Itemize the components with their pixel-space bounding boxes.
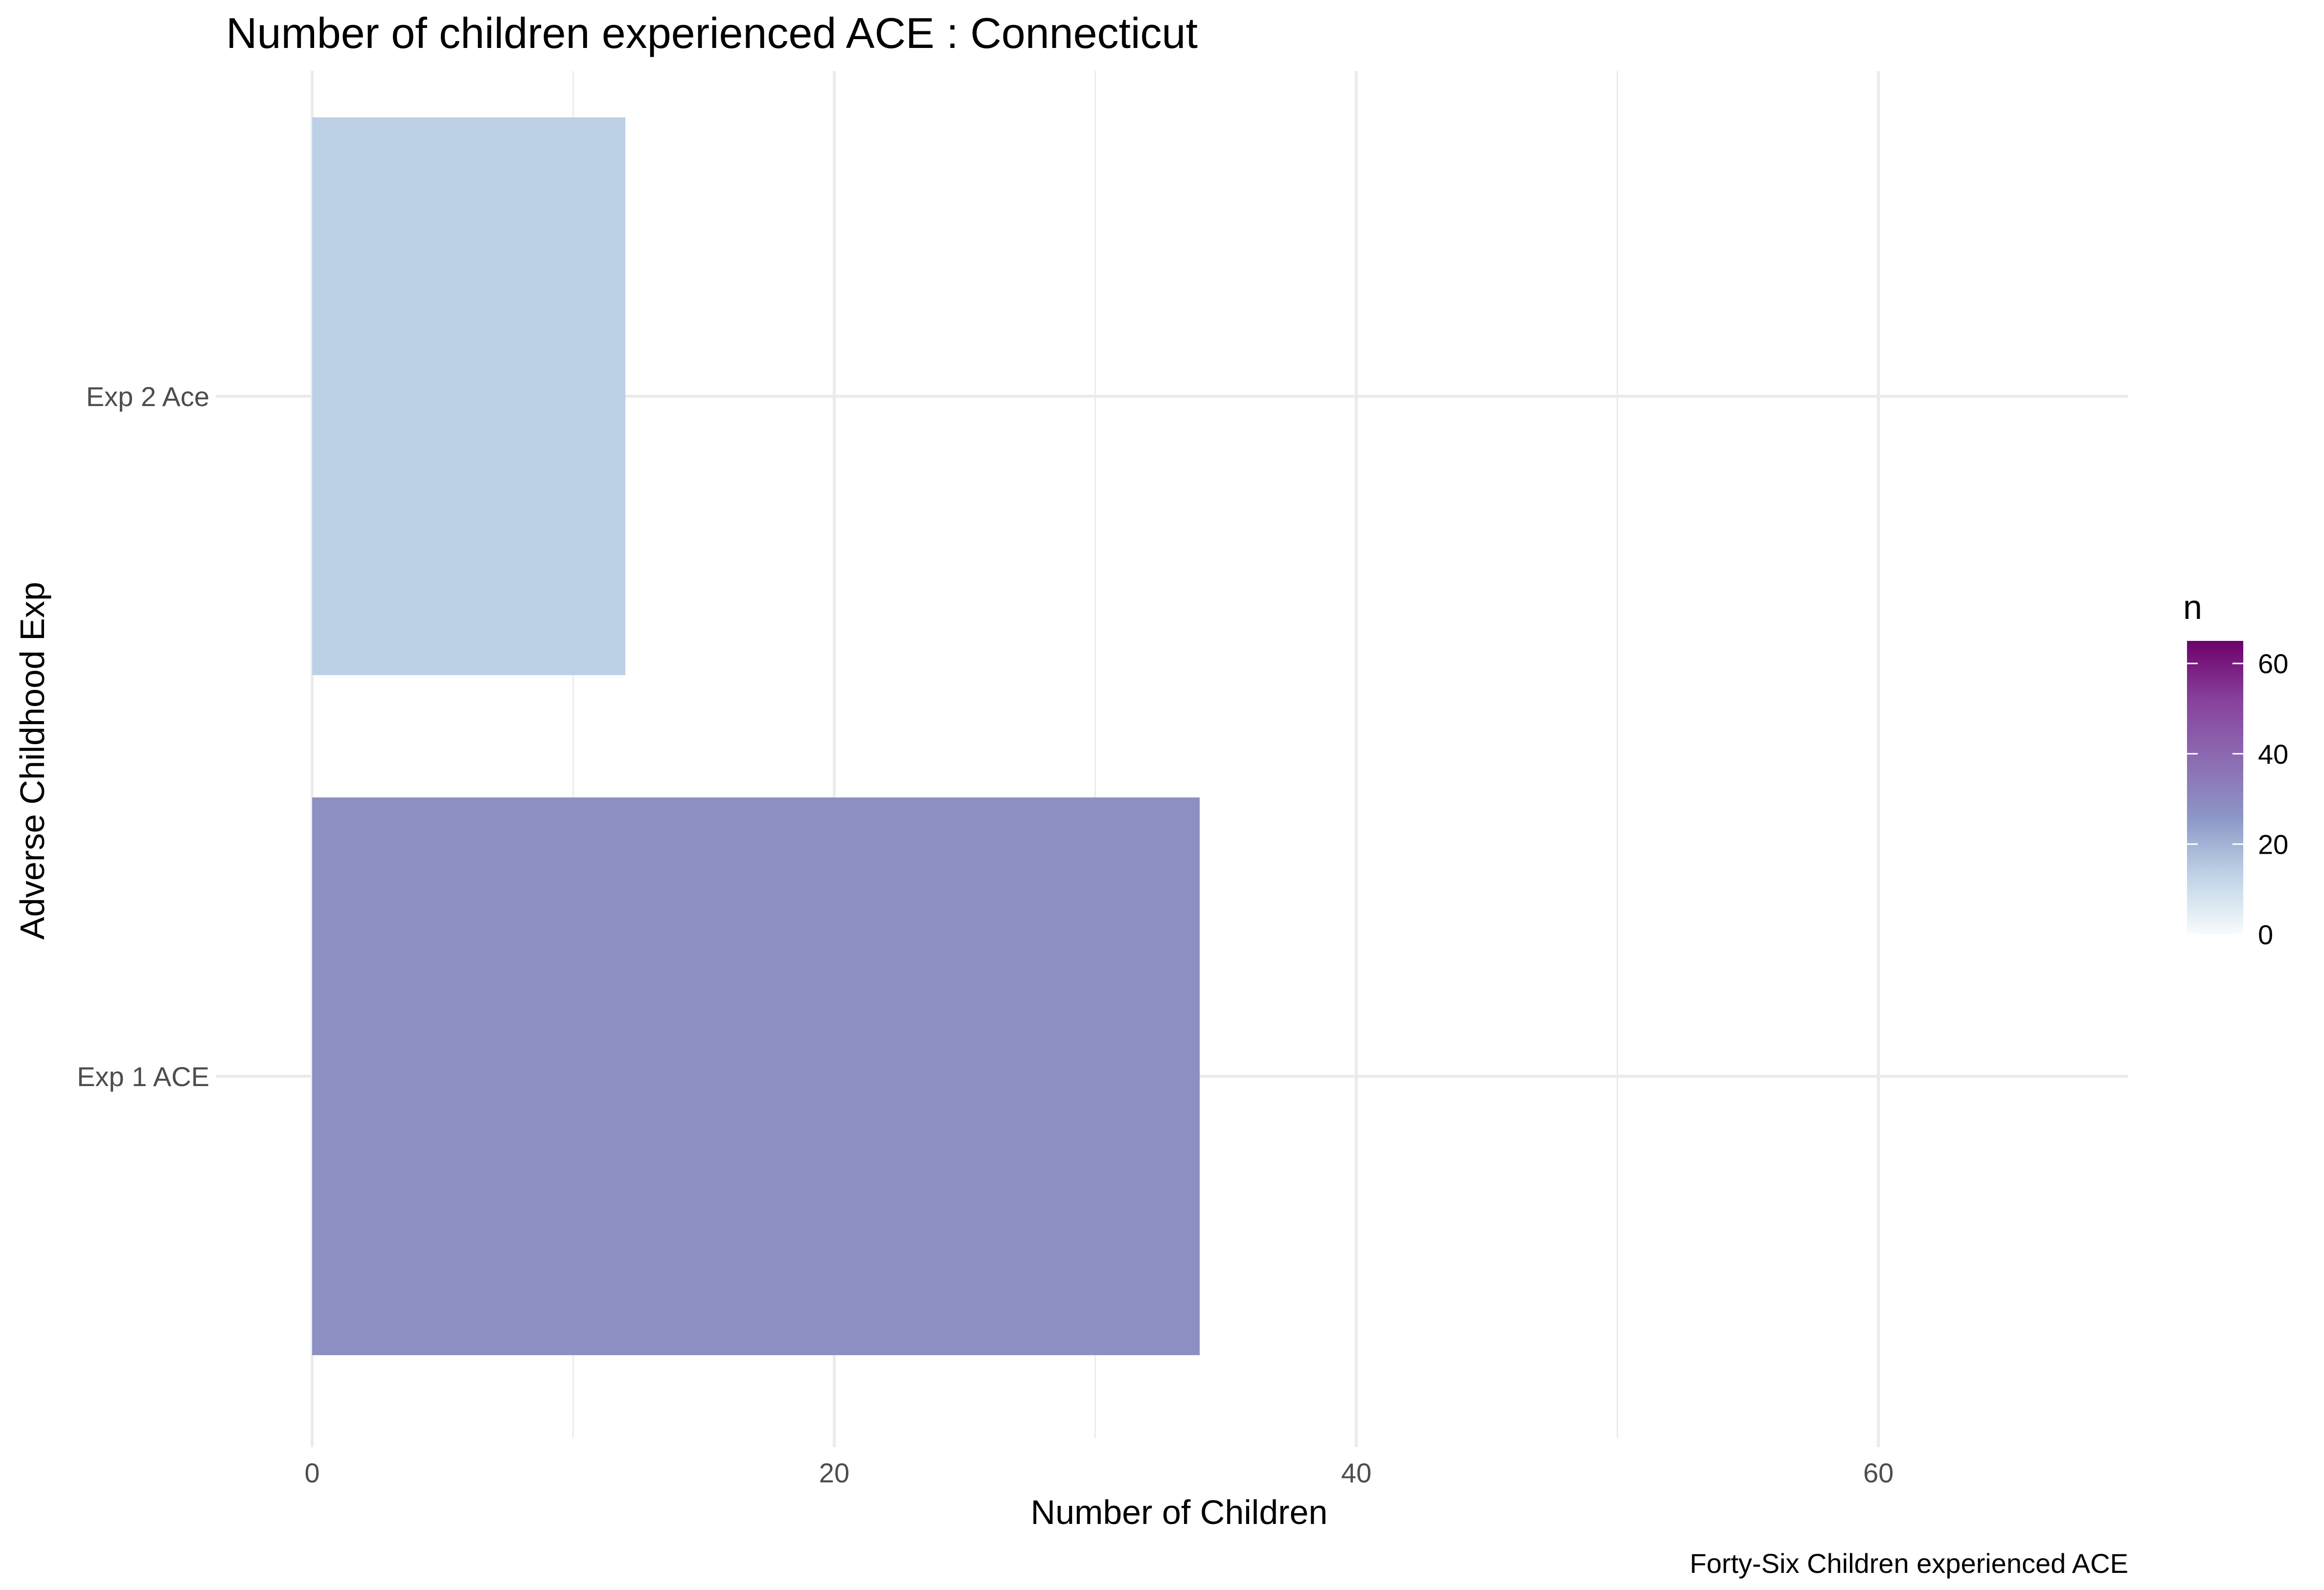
y-tick-label: Exp 1 ACE — [77, 1061, 209, 1092]
chart-caption: Forty-Six Children experienced ACE — [1690, 1548, 2128, 1579]
legend-tick-label: 20 — [2258, 829, 2288, 860]
legend-title: n — [2183, 588, 2202, 626]
legend-colorbar — [2187, 641, 2243, 934]
y-tick-label-layer: Exp 1 ACE Exp 2 Ace — [77, 381, 209, 1092]
legend: n 0 20 40 60 — [2183, 588, 2288, 950]
x-axis-title: Number of Children — [1031, 1493, 1328, 1531]
x-tick-label: 0 — [304, 1457, 319, 1488]
bar — [312, 797, 1200, 1355]
chart-title: Number of children experienced ACE : Con… — [226, 9, 1198, 57]
bar — [312, 117, 626, 675]
legend-tick-label: 40 — [2258, 739, 2288, 770]
bar-layer — [312, 117, 1200, 1355]
x-tick-label: 20 — [819, 1457, 849, 1488]
x-tick-label: 60 — [1863, 1457, 1893, 1488]
tick-mark-layer — [216, 395, 1880, 1447]
x-tick-label: 40 — [1341, 1457, 1371, 1488]
y-axis-title: Adverse Childhood Exp — [13, 582, 51, 940]
legend-tick-label: 0 — [2258, 919, 2273, 950]
y-tick-label: Exp 2 Ace — [86, 381, 209, 412]
legend-tick-layer: 0 20 40 60 — [2187, 648, 2288, 950]
legend-tick-label: 60 — [2258, 648, 2288, 679]
grid-layer — [225, 71, 2128, 1438]
x-tick-label-layer: 0 20 40 60 — [304, 1457, 1893, 1488]
